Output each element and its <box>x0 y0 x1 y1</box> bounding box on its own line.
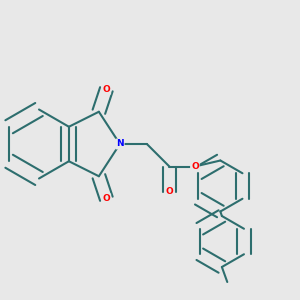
Text: O: O <box>166 188 173 196</box>
Text: O: O <box>191 162 199 171</box>
Text: O: O <box>103 194 110 203</box>
Text: O: O <box>103 85 110 94</box>
Text: N: N <box>116 140 124 148</box>
